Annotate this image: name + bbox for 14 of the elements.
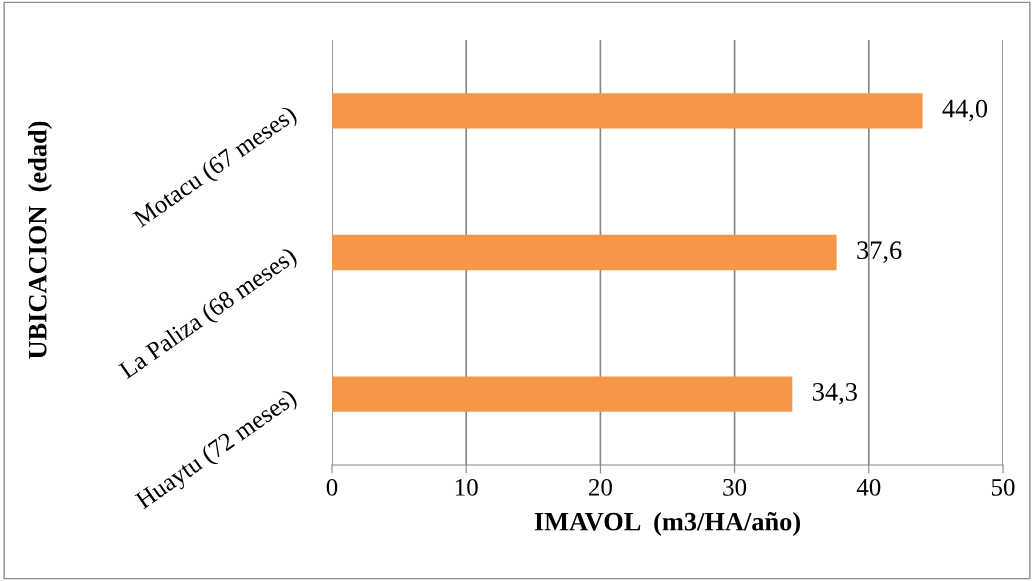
data-label: 37,6 — [857, 241, 902, 263]
x-tick-label: 30 — [723, 478, 747, 496]
x-tick-label: 10 — [455, 478, 478, 496]
bar — [332, 93, 923, 129]
y-axis-title: UBICACION (edad) — [28, 121, 52, 359]
x-tick-label: 0 — [326, 478, 338, 496]
bar — [332, 234, 837, 271]
data-label: 34,3 — [813, 383, 857, 405]
x-tick-label: 50 — [991, 478, 1015, 496]
x-tick-label: 20 — [589, 478, 612, 496]
bar — [332, 376, 793, 412]
x-tick-label: 40 — [856, 478, 881, 496]
x-axis-title: IMAVOL (m3/HA/año) — [534, 511, 800, 536]
data-label: 44,0 — [942, 99, 988, 122]
